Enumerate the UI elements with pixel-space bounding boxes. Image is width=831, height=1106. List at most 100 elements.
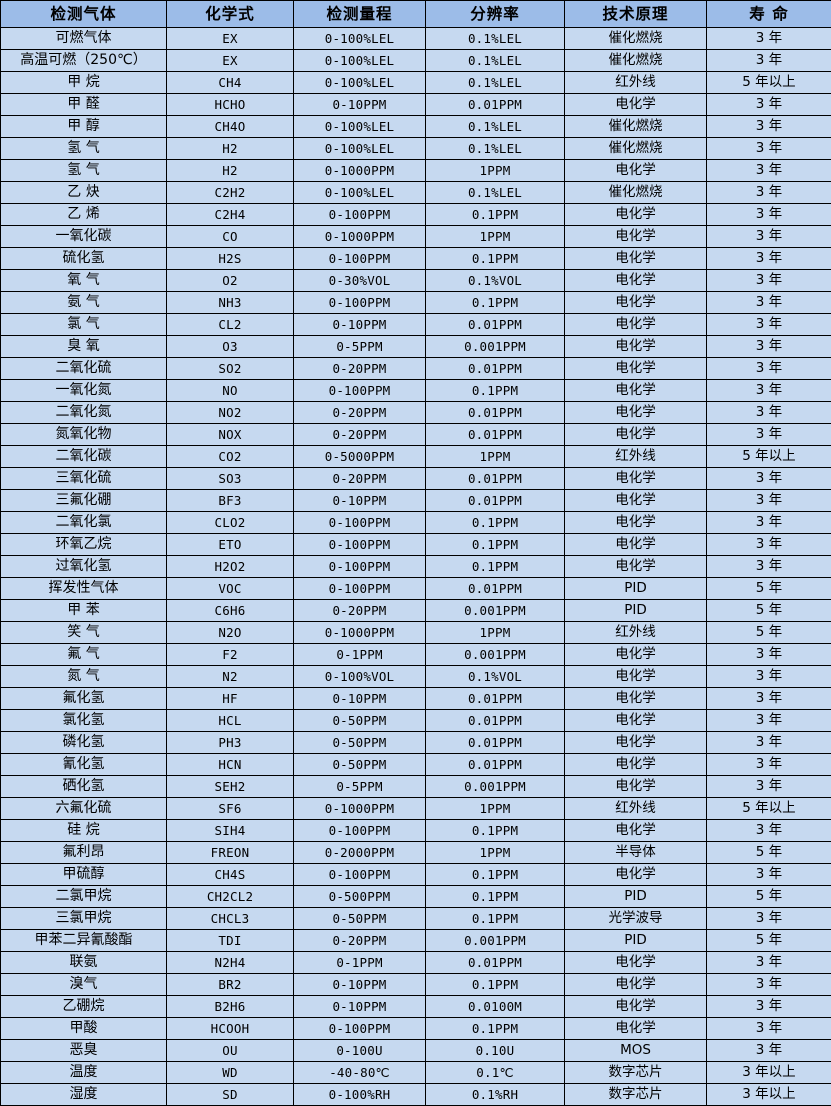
- cell-formula: NO: [167, 380, 294, 402]
- cell-gas: 过氧化氢: [1, 556, 167, 578]
- cell-range: 0-1000PPM: [294, 798, 426, 820]
- cell-formula: VOC: [167, 578, 294, 600]
- cell-lifetime: 3 年: [707, 974, 831, 996]
- cell-range: 0-20PPM: [294, 468, 426, 490]
- cell-formula: HCHO: [167, 94, 294, 116]
- cell-gas: 联氨: [1, 952, 167, 974]
- cell-formula: CH4S: [167, 864, 294, 886]
- cell-range: 0-1000PPM: [294, 160, 426, 182]
- cell-lifetime: 5 年以上: [707, 446, 831, 468]
- cell-range: 0-1000PPM: [294, 622, 426, 644]
- cell-lifetime: 3 年: [707, 952, 831, 974]
- cell-technology: 电化学: [565, 248, 707, 270]
- cell-lifetime: 3 年: [707, 314, 831, 336]
- cell-formula: CH4O: [167, 116, 294, 138]
- cell-gas: 氰化氢: [1, 754, 167, 776]
- cell-resolution: 0.1%LEL: [426, 72, 565, 94]
- cell-lifetime: 3 年: [707, 160, 831, 182]
- cell-range: 0-100%LEL: [294, 182, 426, 204]
- column-header-lifetime: 寿 命: [707, 1, 831, 28]
- cell-technology: 电化学: [565, 534, 707, 556]
- cell-technology: 电化学: [565, 358, 707, 380]
- cell-technology: 电化学: [565, 666, 707, 688]
- cell-lifetime: 3 年: [707, 644, 831, 666]
- cell-formula: N2: [167, 666, 294, 688]
- cell-technology: 电化学: [565, 556, 707, 578]
- cell-resolution: 0.01PPM: [426, 94, 565, 116]
- cell-range: 0-20PPM: [294, 402, 426, 424]
- cell-gas: 笑 气: [1, 622, 167, 644]
- cell-lifetime: 3 年: [707, 28, 831, 50]
- cell-resolution: 0.01PPM: [426, 402, 565, 424]
- cell-technology: 电化学: [565, 490, 707, 512]
- cell-gas: 三氟化硼: [1, 490, 167, 512]
- cell-formula: NOX: [167, 424, 294, 446]
- cell-range: 0-5000PPM: [294, 446, 426, 468]
- cell-formula: C6H6: [167, 600, 294, 622]
- cell-technology: 电化学: [565, 644, 707, 666]
- cell-technology: 电化学: [565, 468, 707, 490]
- cell-formula: EX: [167, 28, 294, 50]
- cell-lifetime: 5 年: [707, 842, 831, 864]
- cell-gas: 甲 醇: [1, 116, 167, 138]
- cell-lifetime: 5 年: [707, 600, 831, 622]
- cell-resolution: 1PPM: [426, 842, 565, 864]
- cell-lifetime: 3 年: [707, 556, 831, 578]
- cell-resolution: 0.1%LEL: [426, 28, 565, 50]
- cell-range: 0-50PPM: [294, 710, 426, 732]
- cell-resolution: 0.01PPM: [426, 732, 565, 754]
- cell-range: 0-100%LEL: [294, 28, 426, 50]
- cell-formula: HCN: [167, 754, 294, 776]
- cell-gas: 氯 气: [1, 314, 167, 336]
- cell-formula: SO3: [167, 468, 294, 490]
- cell-lifetime: 3 年: [707, 292, 831, 314]
- cell-gas: 二氧化碳: [1, 446, 167, 468]
- cell-range: 0-20PPM: [294, 358, 426, 380]
- cell-technology: 红外线: [565, 72, 707, 94]
- cell-resolution: 0.001PPM: [426, 930, 565, 952]
- cell-lifetime: 3 年: [707, 996, 831, 1018]
- cell-resolution: 0.1%LEL: [426, 182, 565, 204]
- cell-gas: 乙 炔: [1, 182, 167, 204]
- cell-gas: 氨 气: [1, 292, 167, 314]
- cell-resolution: 1PPM: [426, 622, 565, 644]
- cell-range: 0-50PPM: [294, 732, 426, 754]
- cell-technology: 电化学: [565, 160, 707, 182]
- cell-gas: 可燃气体: [1, 28, 167, 50]
- cell-range: 0-100PPM: [294, 1018, 426, 1040]
- cell-resolution: 0.01PPM: [426, 490, 565, 512]
- cell-lifetime: 3 年: [707, 534, 831, 556]
- cell-gas: 环氧乙烷: [1, 534, 167, 556]
- cell-lifetime: 3 年: [707, 116, 831, 138]
- cell-range: -40-80℃: [294, 1062, 426, 1084]
- cell-resolution: 0.1PPM: [426, 1018, 565, 1040]
- cell-gas: 甲硫醇: [1, 864, 167, 886]
- cell-lifetime: 5 年: [707, 930, 831, 952]
- cell-resolution: 0.1PPM: [426, 908, 565, 930]
- cell-resolution: 0.1PPM: [426, 292, 565, 314]
- cell-resolution: 0.001PPM: [426, 336, 565, 358]
- cell-range: 0-20PPM: [294, 930, 426, 952]
- cell-lifetime: 3 年: [707, 512, 831, 534]
- cell-lifetime: 3 年: [707, 424, 831, 446]
- cell-lifetime: 3 年: [707, 182, 831, 204]
- cell-lifetime: 5 年以上: [707, 798, 831, 820]
- cell-formula: CO: [167, 226, 294, 248]
- cell-lifetime: 3 年: [707, 490, 831, 512]
